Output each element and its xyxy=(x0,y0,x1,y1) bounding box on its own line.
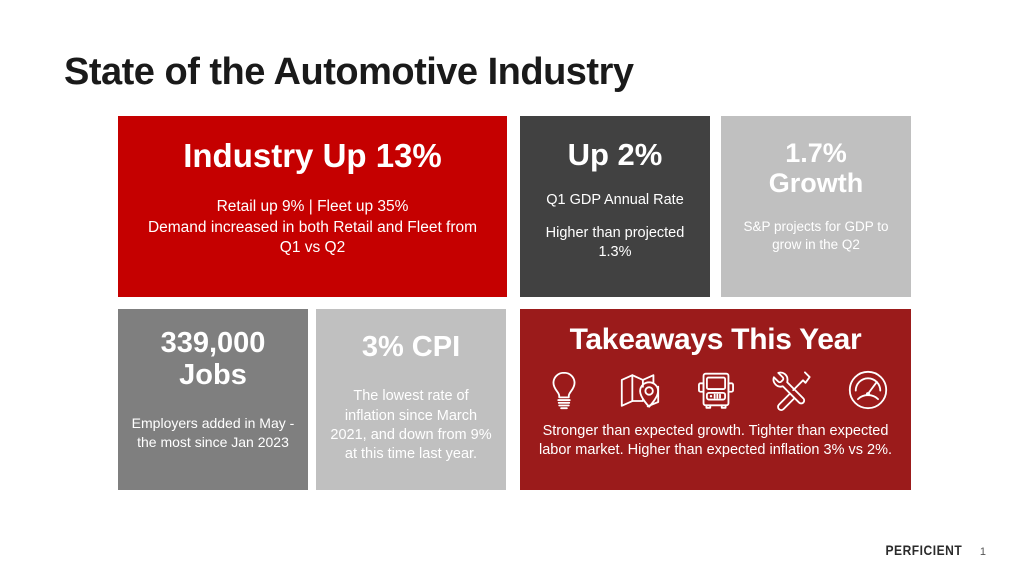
stat-card-cpi-body: The lowest rate of inflation since March… xyxy=(330,388,492,463)
page-number: 1 xyxy=(979,546,986,558)
stat-card-gdp-body: Q1 GDP Annual Rate Higher than projected… xyxy=(532,191,698,263)
stat-card-jobs-headline: 339,000 Jobs xyxy=(161,327,266,392)
stat-card-growth-headline-line1: 1.7% xyxy=(785,138,847,168)
stat-card-takeaways-headline: Takeaways This Year xyxy=(569,323,862,356)
truck-icon xyxy=(697,372,734,409)
takeaways-icon-row xyxy=(541,367,891,413)
stat-card-jobs-headline-line1: 339,000 xyxy=(160,327,266,359)
brand-logo: PERFICIENT xyxy=(885,542,962,558)
map-pin-icon xyxy=(620,373,659,408)
lightbulb-icon xyxy=(552,371,575,409)
stat-card-gdp-line1: Q1 GDP Annual Rate xyxy=(546,191,684,208)
page-title: State of the Automotive Industry xyxy=(64,51,634,93)
stat-card-industry[interactable]: Industry Up 13% Retail up 9% | Fleet up … xyxy=(118,116,507,297)
stat-card-gdp-line2: Higher than projected 1.3% xyxy=(545,225,685,261)
stat-card-industry-line2: Demand increased in both Retail and Flee… xyxy=(147,218,478,257)
stat-card-gdp[interactable]: Up 2% Q1 GDP Annual Rate Higher than pro… xyxy=(520,116,710,297)
stat-card-takeaways[interactable]: Takeaways This Year xyxy=(520,309,911,490)
stat-card-jobs[interactable]: 339,000 Jobs Employers added in May - th… xyxy=(118,309,308,490)
stat-card-jobs-body: Employers added in May - the most since … xyxy=(131,414,295,450)
wrench-screwdriver-icon xyxy=(772,371,811,411)
stat-card-cpi[interactable]: 3% CPI The lowest rate of inflation sinc… xyxy=(316,309,506,490)
stat-card-growth[interactable]: 1.7% Growth S&P projects for GDP to grow… xyxy=(721,116,911,297)
gauge-icon xyxy=(848,370,887,409)
stat-card-cpi-headline: 3% CPI xyxy=(361,331,461,363)
stat-card-industry-line1: Retail up 9% | Fleet up 35% xyxy=(216,197,409,215)
stat-card-jobs-headline-line2: Jobs xyxy=(179,359,247,392)
stat-card-takeaways-body: Stronger than expected growth. Tighter t… xyxy=(538,422,893,458)
stat-card-industry-body: Retail up 9% | Fleet up 35% Demand incre… xyxy=(148,197,478,259)
stat-card-gdp-headline: Up 2% xyxy=(567,137,663,172)
stat-card-growth-headline-line2: Growth xyxy=(768,168,864,199)
stat-card-industry-headline: Industry Up 13% xyxy=(183,137,442,174)
stat-card-growth-headline: 1.7% Growth xyxy=(769,138,864,198)
stat-card-growth-body: S&P projects for GDP to grow in the Q2 xyxy=(743,219,889,253)
